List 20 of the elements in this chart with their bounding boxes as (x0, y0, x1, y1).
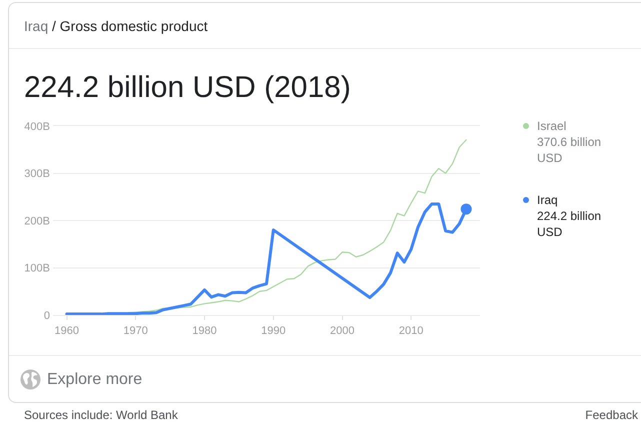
source-note: Sources include: World Bank (24, 408, 178, 422)
y-tick-label: 0 (44, 310, 50, 322)
text: Explore more (47, 370, 142, 389)
text: 224.2 billion USD (537, 208, 602, 240)
legend-label: Iraq (537, 192, 559, 208)
y-tick-label: 100B (24, 262, 50, 275)
x-tick-label: 1990 (261, 325, 286, 338)
y-tick-label: 300B (24, 168, 50, 180)
chart-subtitle: 224.2 billion USD (2018) (24, 71, 351, 105)
y-tick-label: 200B (24, 215, 50, 228)
y-tick-label: 400B (24, 120, 50, 133)
x-tick-label: 2010 (398, 325, 424, 338)
x-tick-label: 1980 (192, 325, 217, 338)
chart-title: Iraq / Gross domestic product (24, 18, 208, 34)
text: Feedback (585, 408, 638, 422)
text: 370.6 billion USD (537, 134, 602, 166)
legend-label: Israel (537, 118, 568, 134)
x-tick-label: 1960 (54, 325, 80, 338)
x-tick-label: 1970 (123, 325, 148, 338)
x-tick-label: 2000 (330, 325, 354, 338)
